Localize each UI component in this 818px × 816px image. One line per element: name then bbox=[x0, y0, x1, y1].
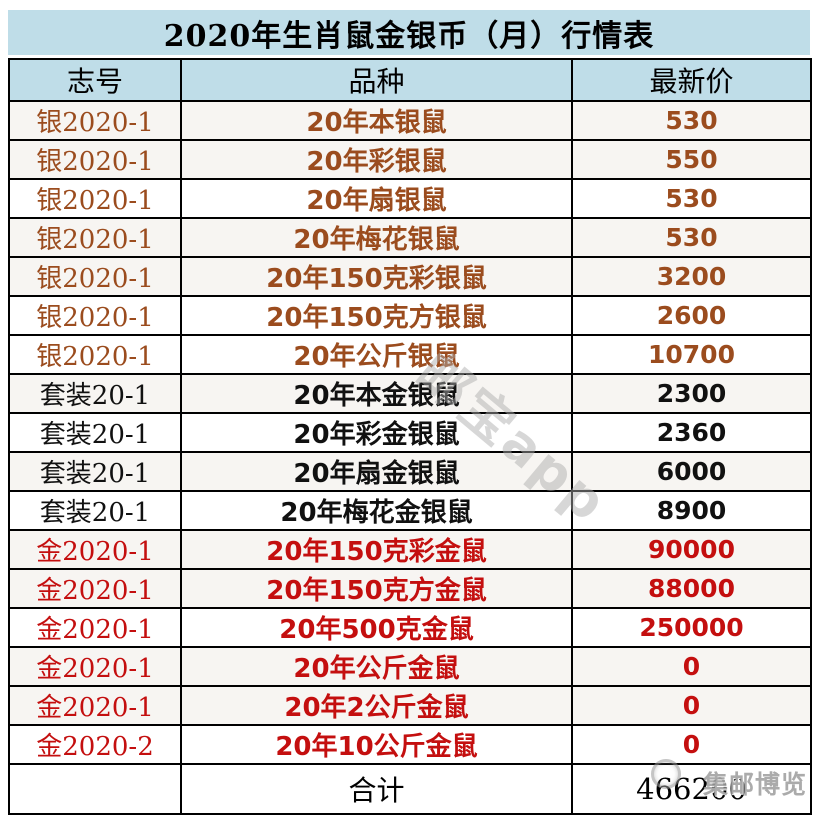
row-code: 套装20-1 bbox=[8, 451, 182, 492]
table-row: 套装20-1 20年扇金银鼠 6000 bbox=[8, 451, 812, 492]
row-name: 20年公斤银鼠 bbox=[180, 334, 573, 375]
row-price: 6000 bbox=[571, 451, 812, 492]
row-code: 银2020-1 bbox=[8, 139, 182, 180]
row-name: 20年2公斤金鼠 bbox=[180, 685, 573, 726]
row-price: 8900 bbox=[571, 490, 812, 531]
row-name: 20年公斤金鼠 bbox=[180, 646, 573, 687]
row-name: 20年150克方金鼠 bbox=[180, 568, 573, 609]
row-code: 银2020-1 bbox=[8, 217, 182, 258]
row-name: 20年梅花金银鼠 bbox=[180, 490, 573, 531]
row-code: 套装20-1 bbox=[8, 373, 182, 414]
row-price: 0 bbox=[571, 724, 812, 765]
row-code: 银2020-1 bbox=[8, 100, 182, 141]
row-price: 88000 bbox=[571, 568, 812, 609]
table-row: 银2020-1 20年彩银鼠 550 bbox=[8, 139, 812, 180]
row-name: 20年150克方银鼠 bbox=[180, 295, 573, 336]
table-row: 套装20-1 20年梅花金银鼠 8900 bbox=[8, 490, 812, 531]
row-name: 20年梅花银鼠 bbox=[180, 217, 573, 258]
row-code: 银2020-1 bbox=[8, 334, 182, 375]
table-row: 金2020-1 20年150克彩金鼠 90000 bbox=[8, 529, 812, 570]
table-row: 银2020-1 20年扇银鼠 530 bbox=[8, 178, 812, 219]
row-code: 金2020-1 bbox=[8, 646, 182, 687]
row-name: 20年扇金银鼠 bbox=[180, 451, 573, 492]
header-code: 志号 bbox=[8, 58, 182, 102]
price-table: 志号 品种 最新价 银2020-1 20年本银鼠 530 银2020-1 20年… bbox=[8, 58, 812, 815]
header-row: 志号 品种 最新价 bbox=[8, 58, 812, 102]
row-price: 530 bbox=[571, 217, 812, 258]
row-name: 20年150克彩金鼠 bbox=[180, 529, 573, 570]
total-row: 合计 466200 bbox=[8, 763, 812, 815]
row-code: 银2020-1 bbox=[8, 256, 182, 297]
row-price: 0 bbox=[571, 685, 812, 726]
total-value: 466200 bbox=[571, 763, 812, 815]
row-price: 90000 bbox=[571, 529, 812, 570]
row-name: 20年500克金鼠 bbox=[180, 607, 573, 648]
table-row: 金2020-1 20年150克方金鼠 88000 bbox=[8, 568, 812, 609]
row-name: 20年本银鼠 bbox=[180, 100, 573, 141]
row-name: 20年彩银鼠 bbox=[180, 139, 573, 180]
table-row: 银2020-1 20年公斤银鼠 10700 bbox=[8, 334, 812, 375]
table-row: 银2020-1 20年本银鼠 530 bbox=[8, 100, 812, 141]
header-price: 最新价 bbox=[571, 58, 812, 102]
table-row: 金2020-2 20年10公斤金鼠 0 bbox=[8, 724, 812, 765]
header-name: 品种 bbox=[180, 58, 573, 102]
row-price: 530 bbox=[571, 100, 812, 141]
row-price: 2360 bbox=[571, 412, 812, 453]
row-price: 0 bbox=[571, 646, 812, 687]
row-price: 3200 bbox=[571, 256, 812, 297]
row-price: 2600 bbox=[571, 295, 812, 336]
table-row: 银2020-1 20年150克方银鼠 2600 bbox=[8, 295, 812, 336]
row-price: 10700 bbox=[571, 334, 812, 375]
page-title: 2020年生肖鼠金银币（月）行情表 bbox=[8, 10, 810, 55]
table-row: 银2020-1 20年150克彩银鼠 3200 bbox=[8, 256, 812, 297]
row-code: 银2020-1 bbox=[8, 178, 182, 219]
table-row: 套装20-1 20年彩金银鼠 2360 bbox=[8, 412, 812, 453]
row-name: 20年本金银鼠 bbox=[180, 373, 573, 414]
row-code: 银2020-1 bbox=[8, 295, 182, 336]
row-price: 2300 bbox=[571, 373, 812, 414]
row-code: 金2020-1 bbox=[8, 529, 182, 570]
row-price: 550 bbox=[571, 139, 812, 180]
table-row: 银2020-1 20年梅花银鼠 530 bbox=[8, 217, 812, 258]
row-name: 20年10公斤金鼠 bbox=[180, 724, 573, 765]
table-row: 金2020-1 20年2公斤金鼠 0 bbox=[8, 685, 812, 726]
row-code: 金2020-1 bbox=[8, 607, 182, 648]
row-code: 金2020-1 bbox=[8, 685, 182, 726]
row-code: 套装20-1 bbox=[8, 490, 182, 531]
row-price: 250000 bbox=[571, 607, 812, 648]
row-code: 套装20-1 bbox=[8, 412, 182, 453]
row-code: 金2020-1 bbox=[8, 568, 182, 609]
row-name: 20年150克彩银鼠 bbox=[180, 256, 573, 297]
row-code: 金2020-2 bbox=[8, 724, 182, 765]
row-price: 530 bbox=[571, 178, 812, 219]
table-row: 套装20-1 20年本金银鼠 2300 bbox=[8, 373, 812, 414]
table-row: 金2020-1 20年公斤金鼠 0 bbox=[8, 646, 812, 687]
total-label: 合计 bbox=[180, 763, 573, 815]
row-name: 20年彩金银鼠 bbox=[180, 412, 573, 453]
table-row: 金2020-1 20年500克金鼠 250000 bbox=[8, 607, 812, 648]
row-name: 20年扇银鼠 bbox=[180, 178, 573, 219]
total-empty-cell bbox=[8, 763, 182, 815]
